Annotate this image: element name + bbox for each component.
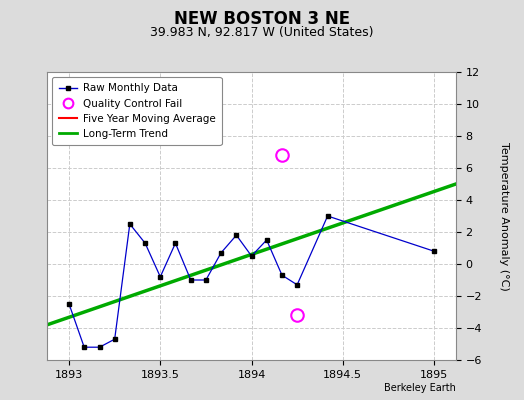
Raw Monthly Data <box>81 345 88 350</box>
Raw Monthly Data <box>218 250 224 255</box>
Raw Monthly Data <box>324 214 331 218</box>
Quality Control Fail <box>279 153 285 158</box>
Raw Monthly Data <box>233 233 239 238</box>
Raw Monthly Data <box>431 249 437 254</box>
Raw Monthly Data <box>96 345 103 350</box>
Raw Monthly Data <box>66 302 72 306</box>
Line: Raw Monthly Data: Raw Monthly Data <box>67 214 436 349</box>
Y-axis label: Temperature Anomaly (°C): Temperature Anomaly (°C) <box>499 142 509 290</box>
Legend: Raw Monthly Data, Quality Control Fail, Five Year Moving Average, Long-Term Tren: Raw Monthly Data, Quality Control Fail, … <box>52 77 222 145</box>
Raw Monthly Data <box>248 254 255 258</box>
Raw Monthly Data <box>172 241 179 246</box>
Raw Monthly Data <box>112 337 118 342</box>
Text: 39.983 N, 92.817 W (United States): 39.983 N, 92.817 W (United States) <box>150 26 374 39</box>
Line: Quality Control Fail: Quality Control Fail <box>276 149 303 322</box>
Raw Monthly Data <box>203 278 209 282</box>
Raw Monthly Data <box>294 282 300 287</box>
Text: Berkeley Earth: Berkeley Earth <box>384 383 456 393</box>
Raw Monthly Data <box>188 278 194 282</box>
Quality Control Fail <box>294 313 300 318</box>
Raw Monthly Data <box>127 222 133 226</box>
Raw Monthly Data <box>157 274 163 279</box>
Text: NEW BOSTON 3 NE: NEW BOSTON 3 NE <box>174 10 350 28</box>
Raw Monthly Data <box>142 241 148 246</box>
Raw Monthly Data <box>264 238 270 242</box>
Raw Monthly Data <box>279 273 285 278</box>
